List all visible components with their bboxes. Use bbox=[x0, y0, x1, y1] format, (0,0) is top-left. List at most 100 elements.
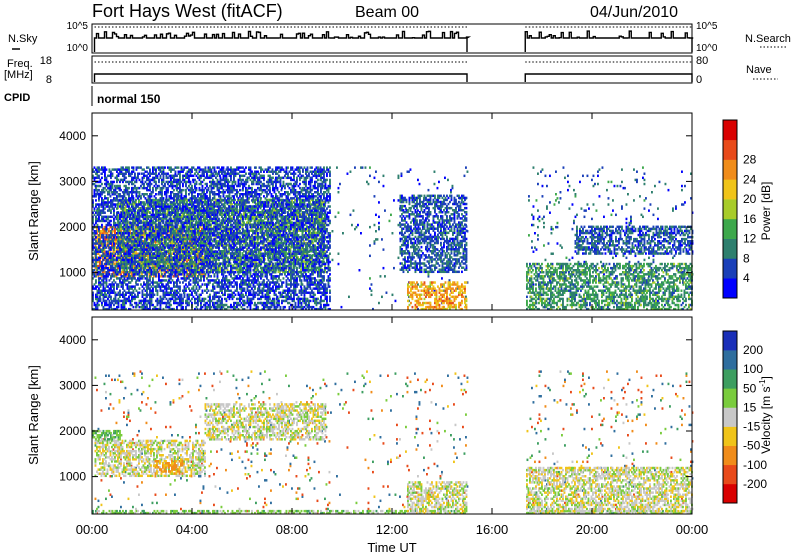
scatter-cell bbox=[612, 256, 614, 260]
scatter-cell bbox=[540, 170, 542, 173]
echo-cell bbox=[133, 233, 136, 237]
scatter-cell bbox=[552, 287, 554, 290]
echo-cell bbox=[129, 270, 131, 274]
scatter-cell bbox=[295, 182, 298, 186]
scatter-cell bbox=[294, 277, 296, 280]
echo-cell bbox=[103, 232, 106, 235]
echo-cell bbox=[178, 232, 181, 235]
scatter-cell bbox=[550, 232, 553, 235]
freq-trace bbox=[93, 73, 693, 82]
echo-cell bbox=[142, 236, 145, 239]
echo-cell bbox=[199, 230, 202, 233]
echo-cell bbox=[109, 238, 112, 241]
echo-cell bbox=[120, 252, 122, 255]
scatter-cell bbox=[382, 266, 385, 270]
echo-cell bbox=[97, 248, 100, 251]
scatter-cell bbox=[370, 283, 373, 286]
scatter-cell bbox=[115, 217, 118, 221]
echo-cell bbox=[232, 264, 235, 267]
scatter-cell bbox=[126, 199, 128, 202]
echo-cell bbox=[123, 237, 125, 241]
scatter-cell bbox=[549, 174, 551, 178]
echo-cell bbox=[168, 266, 170, 270]
scatter-cell bbox=[574, 195, 577, 198]
scatter-cell bbox=[559, 197, 562, 200]
scatter-cell bbox=[579, 180, 581, 184]
echo-cell bbox=[124, 206, 127, 210]
scatter-cell bbox=[318, 273, 320, 276]
scatter-cell bbox=[652, 258, 655, 262]
scatter-cell bbox=[277, 297, 280, 301]
scatter-cell bbox=[418, 182, 421, 186]
scatter-cell bbox=[690, 172, 692, 175]
scatter-cell bbox=[652, 248, 655, 251]
echo-cell bbox=[98, 174, 100, 178]
scatter-cell bbox=[595, 285, 598, 288]
scatter-cell bbox=[643, 172, 646, 175]
scatter-cell bbox=[369, 287, 371, 290]
nsky-tick-high: 10^5 bbox=[67, 21, 89, 32]
scatter-cell bbox=[613, 184, 616, 188]
echo-cell bbox=[114, 275, 116, 278]
echo-cell bbox=[123, 206, 125, 210]
cpid-value: normal 150 bbox=[97, 92, 161, 106]
scatter-cell bbox=[597, 174, 599, 178]
scatter-cell bbox=[441, 277, 443, 280]
scatter-cell bbox=[675, 207, 677, 210]
echo-cell bbox=[118, 258, 121, 261]
echo-cell bbox=[117, 227, 119, 230]
echo-cell bbox=[117, 215, 119, 218]
echo-cell bbox=[93, 269, 96, 272]
scatter-cell bbox=[684, 184, 686, 188]
scatter-cell bbox=[111, 299, 113, 303]
scatter-cell bbox=[258, 172, 260, 175]
echo-cell bbox=[121, 198, 124, 202]
freq-tick-low: 8 bbox=[46, 74, 52, 86]
echo-cell bbox=[148, 273, 151, 276]
scatter-cell bbox=[576, 236, 578, 239]
echo-cell bbox=[175, 250, 178, 253]
echo-cell bbox=[171, 236, 173, 239]
echo-cell bbox=[121, 206, 124, 210]
scatter-cell bbox=[210, 201, 212, 204]
scatter-cell bbox=[367, 182, 370, 186]
scatter-cell bbox=[360, 166, 362, 169]
echo-cell bbox=[98, 170, 100, 173]
scatter-cell bbox=[606, 188, 608, 192]
echo-cell bbox=[133, 235, 136, 239]
scatter-cell bbox=[544, 174, 547, 178]
scatter-cell bbox=[547, 242, 550, 245]
echo-cell bbox=[126, 273, 128, 276]
echo-cell bbox=[147, 248, 149, 251]
echo-cell bbox=[96, 305, 99, 309]
scatter-cell bbox=[543, 215, 545, 219]
echo-cell bbox=[96, 246, 98, 249]
scatter-cell bbox=[346, 172, 349, 175]
echo-cell bbox=[120, 250, 122, 253]
scatter-cell bbox=[550, 227, 553, 231]
scatter-cell bbox=[568, 184, 571, 188]
scatter-cell bbox=[591, 178, 593, 182]
echo-cell bbox=[96, 264, 98, 268]
echo-cell bbox=[106, 227, 109, 231]
scatter-cell bbox=[96, 172, 98, 175]
scatter-cell bbox=[391, 293, 394, 297]
scatter-cell bbox=[642, 176, 644, 180]
scatter-cell bbox=[378, 215, 380, 219]
scatter-cell bbox=[532, 283, 535, 286]
scatter-cell bbox=[361, 166, 364, 169]
scatter-cell bbox=[634, 178, 637, 182]
echo-cell bbox=[159, 240, 161, 243]
scatter-cell bbox=[135, 281, 137, 284]
scatter-cell bbox=[567, 174, 569, 178]
echo-cell bbox=[123, 240, 125, 243]
scatter-cell bbox=[259, 219, 262, 223]
scatter-cell bbox=[154, 305, 157, 309]
scatter-cell bbox=[318, 172, 320, 175]
echo-cell bbox=[153, 275, 155, 278]
scatter-cell bbox=[237, 191, 239, 194]
echo-cell bbox=[99, 262, 101, 266]
scatter-cell bbox=[639, 195, 641, 198]
scatter-cell bbox=[181, 168, 184, 171]
echo-cell bbox=[102, 230, 104, 233]
